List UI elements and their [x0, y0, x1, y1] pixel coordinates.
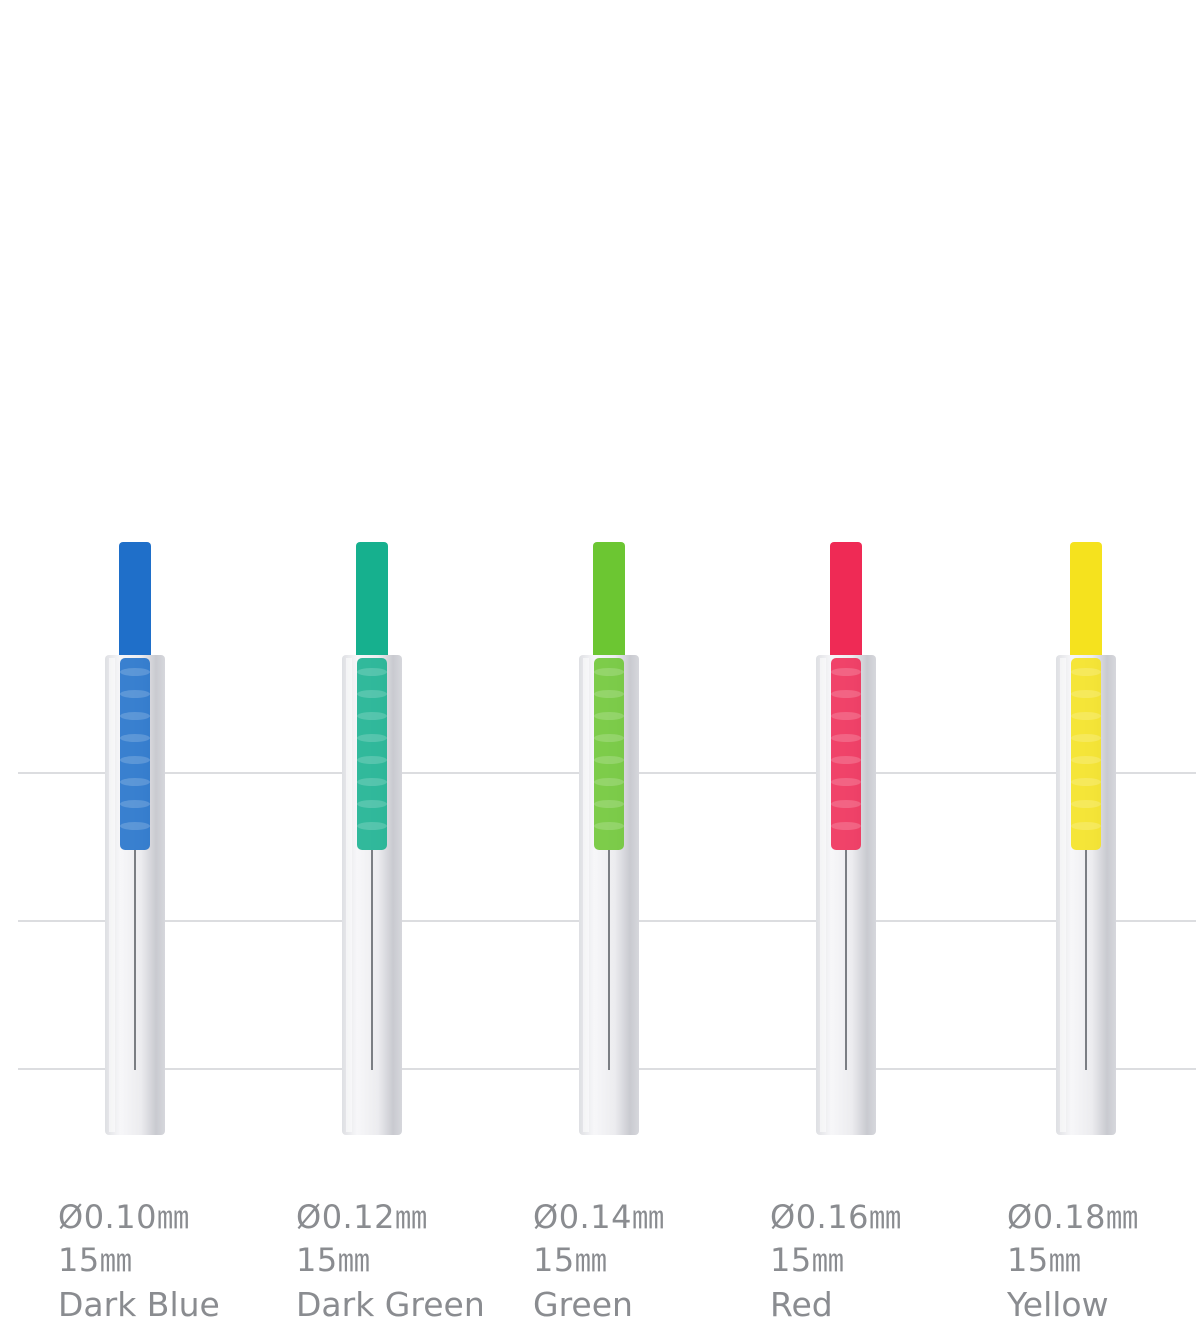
needle-dark-green	[332, 540, 412, 1140]
color-name-label: Dark Green	[296, 1285, 485, 1324]
needle-spec-yellow: Ø0.18㎜ 15㎜ Yellow	[1007, 1196, 1196, 1328]
color-name-label: Green	[533, 1285, 633, 1324]
needle-handle-grip	[594, 658, 624, 850]
needle-handle-top	[356, 542, 388, 662]
needle-handle-top	[830, 542, 862, 662]
needle-handle-top	[593, 542, 625, 662]
length-label: 15㎜	[1007, 1241, 1082, 1279]
needle-handle-grip	[831, 658, 861, 850]
diameter-label: Ø0.12㎜	[296, 1198, 428, 1236]
diameter-label: Ø0.10㎜	[58, 1198, 190, 1236]
length-label: 15㎜	[296, 1241, 371, 1279]
needle-handle-grip	[357, 658, 387, 850]
needle-dark-blue	[95, 540, 175, 1140]
color-name-label: Red	[770, 1285, 833, 1324]
needle-handle-top	[1070, 542, 1102, 662]
needle-red	[806, 540, 886, 1140]
needle-spec-dark-green: Ø0.12㎜ 15㎜ Dark Green	[296, 1196, 526, 1328]
diameter-label: Ø0.18㎜	[1007, 1198, 1139, 1236]
needle-spec-dark-blue: Ø0.10㎜ 15㎜ Dark Blue	[58, 1196, 288, 1328]
length-label: 15㎜	[770, 1241, 845, 1279]
needle-handle-top	[119, 542, 151, 662]
color-name-label: Dark Blue	[58, 1285, 220, 1324]
length-label: 15㎜	[58, 1241, 133, 1279]
diameter-label: Ø0.14㎜	[533, 1198, 665, 1236]
needle-yellow	[1046, 540, 1126, 1140]
color-name-label: Yellow	[1007, 1285, 1109, 1324]
needle-handle-grip	[1071, 658, 1101, 850]
length-label: 15㎜	[533, 1241, 608, 1279]
needle-spec-red: Ø0.16㎜ 15㎜ Red	[770, 1196, 1000, 1328]
diameter-label: Ø0.16㎜	[770, 1198, 902, 1236]
needle-green	[569, 540, 649, 1140]
needle-handle-grip	[120, 658, 150, 850]
needle-spec-green: Ø0.14㎜ 15㎜ Green	[533, 1196, 763, 1328]
